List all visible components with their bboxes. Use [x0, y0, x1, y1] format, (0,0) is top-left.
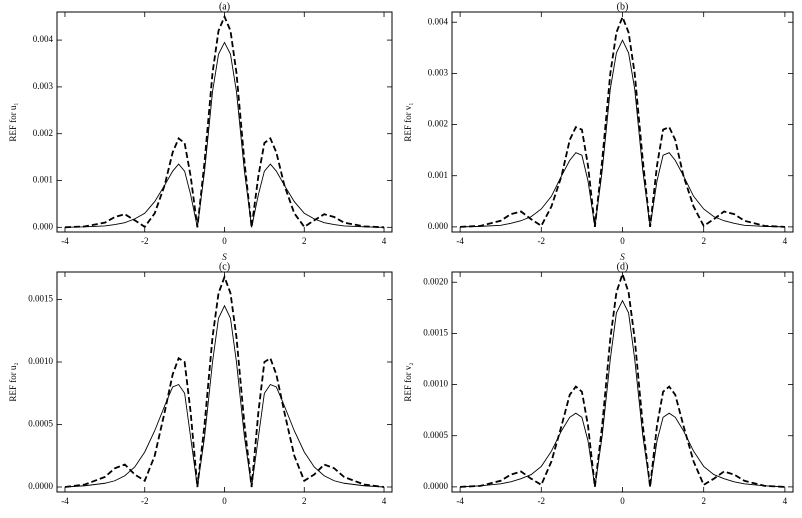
x-tick-label: -4 — [456, 236, 464, 246]
y-tick-label: 0.001 — [428, 170, 448, 180]
y-tick-label: 0.0000 — [28, 481, 53, 491]
x-tick-label: 4 — [382, 496, 387, 506]
x-tick-label: 4 — [382, 236, 387, 246]
x-tick-label: 2 — [302, 236, 307, 246]
x-tick-label: -2 — [538, 496, 546, 506]
y-tick-label: 0.0015 — [28, 294, 53, 304]
plot-frame — [56, 11, 393, 233]
plot-frame — [451, 11, 794, 233]
x-tick-label: 4 — [783, 496, 788, 506]
y-tick-label: 0.0010 — [28, 356, 53, 366]
y-tick-label: 0.0015 — [423, 327, 448, 337]
chart-title: (d) — [617, 261, 629, 272]
x-tick-label: 0 — [620, 236, 625, 246]
x-axis-label: S — [222, 252, 227, 262]
y-tick-label: 0.0005 — [423, 430, 448, 440]
y-axis-label: REF for u₂ — [8, 362, 18, 401]
x-tick-label: 0 — [222, 236, 227, 246]
x-axis-label: S — [620, 252, 625, 262]
curve — [460, 39, 785, 228]
y-tick-label: 0.003 — [33, 81, 54, 91]
y-tick-label: 0.001 — [33, 175, 53, 185]
y-tick-label: 0.000 — [428, 221, 449, 231]
y-tick-label: 0.002 — [428, 119, 448, 129]
y-tick-label: 0.0000 — [423, 481, 448, 491]
x-tick-label: -2 — [538, 236, 546, 246]
y-axis-label: REF for v₂ — [403, 362, 413, 401]
chart-title: (a) — [219, 1, 230, 12]
x-tick-label: -4 — [61, 236, 69, 246]
y-tick-label: 0.0010 — [423, 379, 448, 389]
y-tick-label: 0.004 — [33, 34, 54, 44]
x-tick-label: -4 — [61, 496, 69, 506]
curve — [460, 271, 785, 488]
y-axis-label: REF for u₁ — [8, 102, 18, 141]
curve — [460, 14, 785, 228]
curve — [460, 299, 785, 488]
curve — [64, 41, 385, 228]
x-tick-label: 2 — [701, 236, 706, 246]
y-tick-label: 0.000 — [33, 221, 54, 231]
x-tick-label: 4 — [783, 236, 788, 246]
y-tick-label: 0.0020 — [423, 276, 448, 286]
chart-title: (b) — [617, 1, 629, 12]
y-tick-label: 0.0005 — [28, 419, 53, 429]
x-tick-label: -4 — [456, 496, 464, 506]
y-tick-label: 0.002 — [33, 128, 53, 138]
x-tick-label: 0 — [620, 496, 625, 506]
x-tick-label: -2 — [141, 496, 149, 506]
chart-title: (c) — [219, 261, 230, 272]
plot-frame — [451, 271, 794, 493]
x-tick-label: -2 — [141, 236, 149, 246]
y-tick-label: 0.003 — [428, 67, 449, 77]
y-tick-label: 0.004 — [428, 16, 449, 26]
curve — [64, 304, 385, 488]
x-tick-label: 2 — [302, 496, 307, 506]
curve — [64, 14, 385, 229]
y-axis-label: REF for v₁ — [403, 102, 413, 141]
x-tick-label: 2 — [701, 496, 706, 506]
x-tick-label: 0 — [222, 496, 227, 506]
curve — [64, 274, 385, 488]
